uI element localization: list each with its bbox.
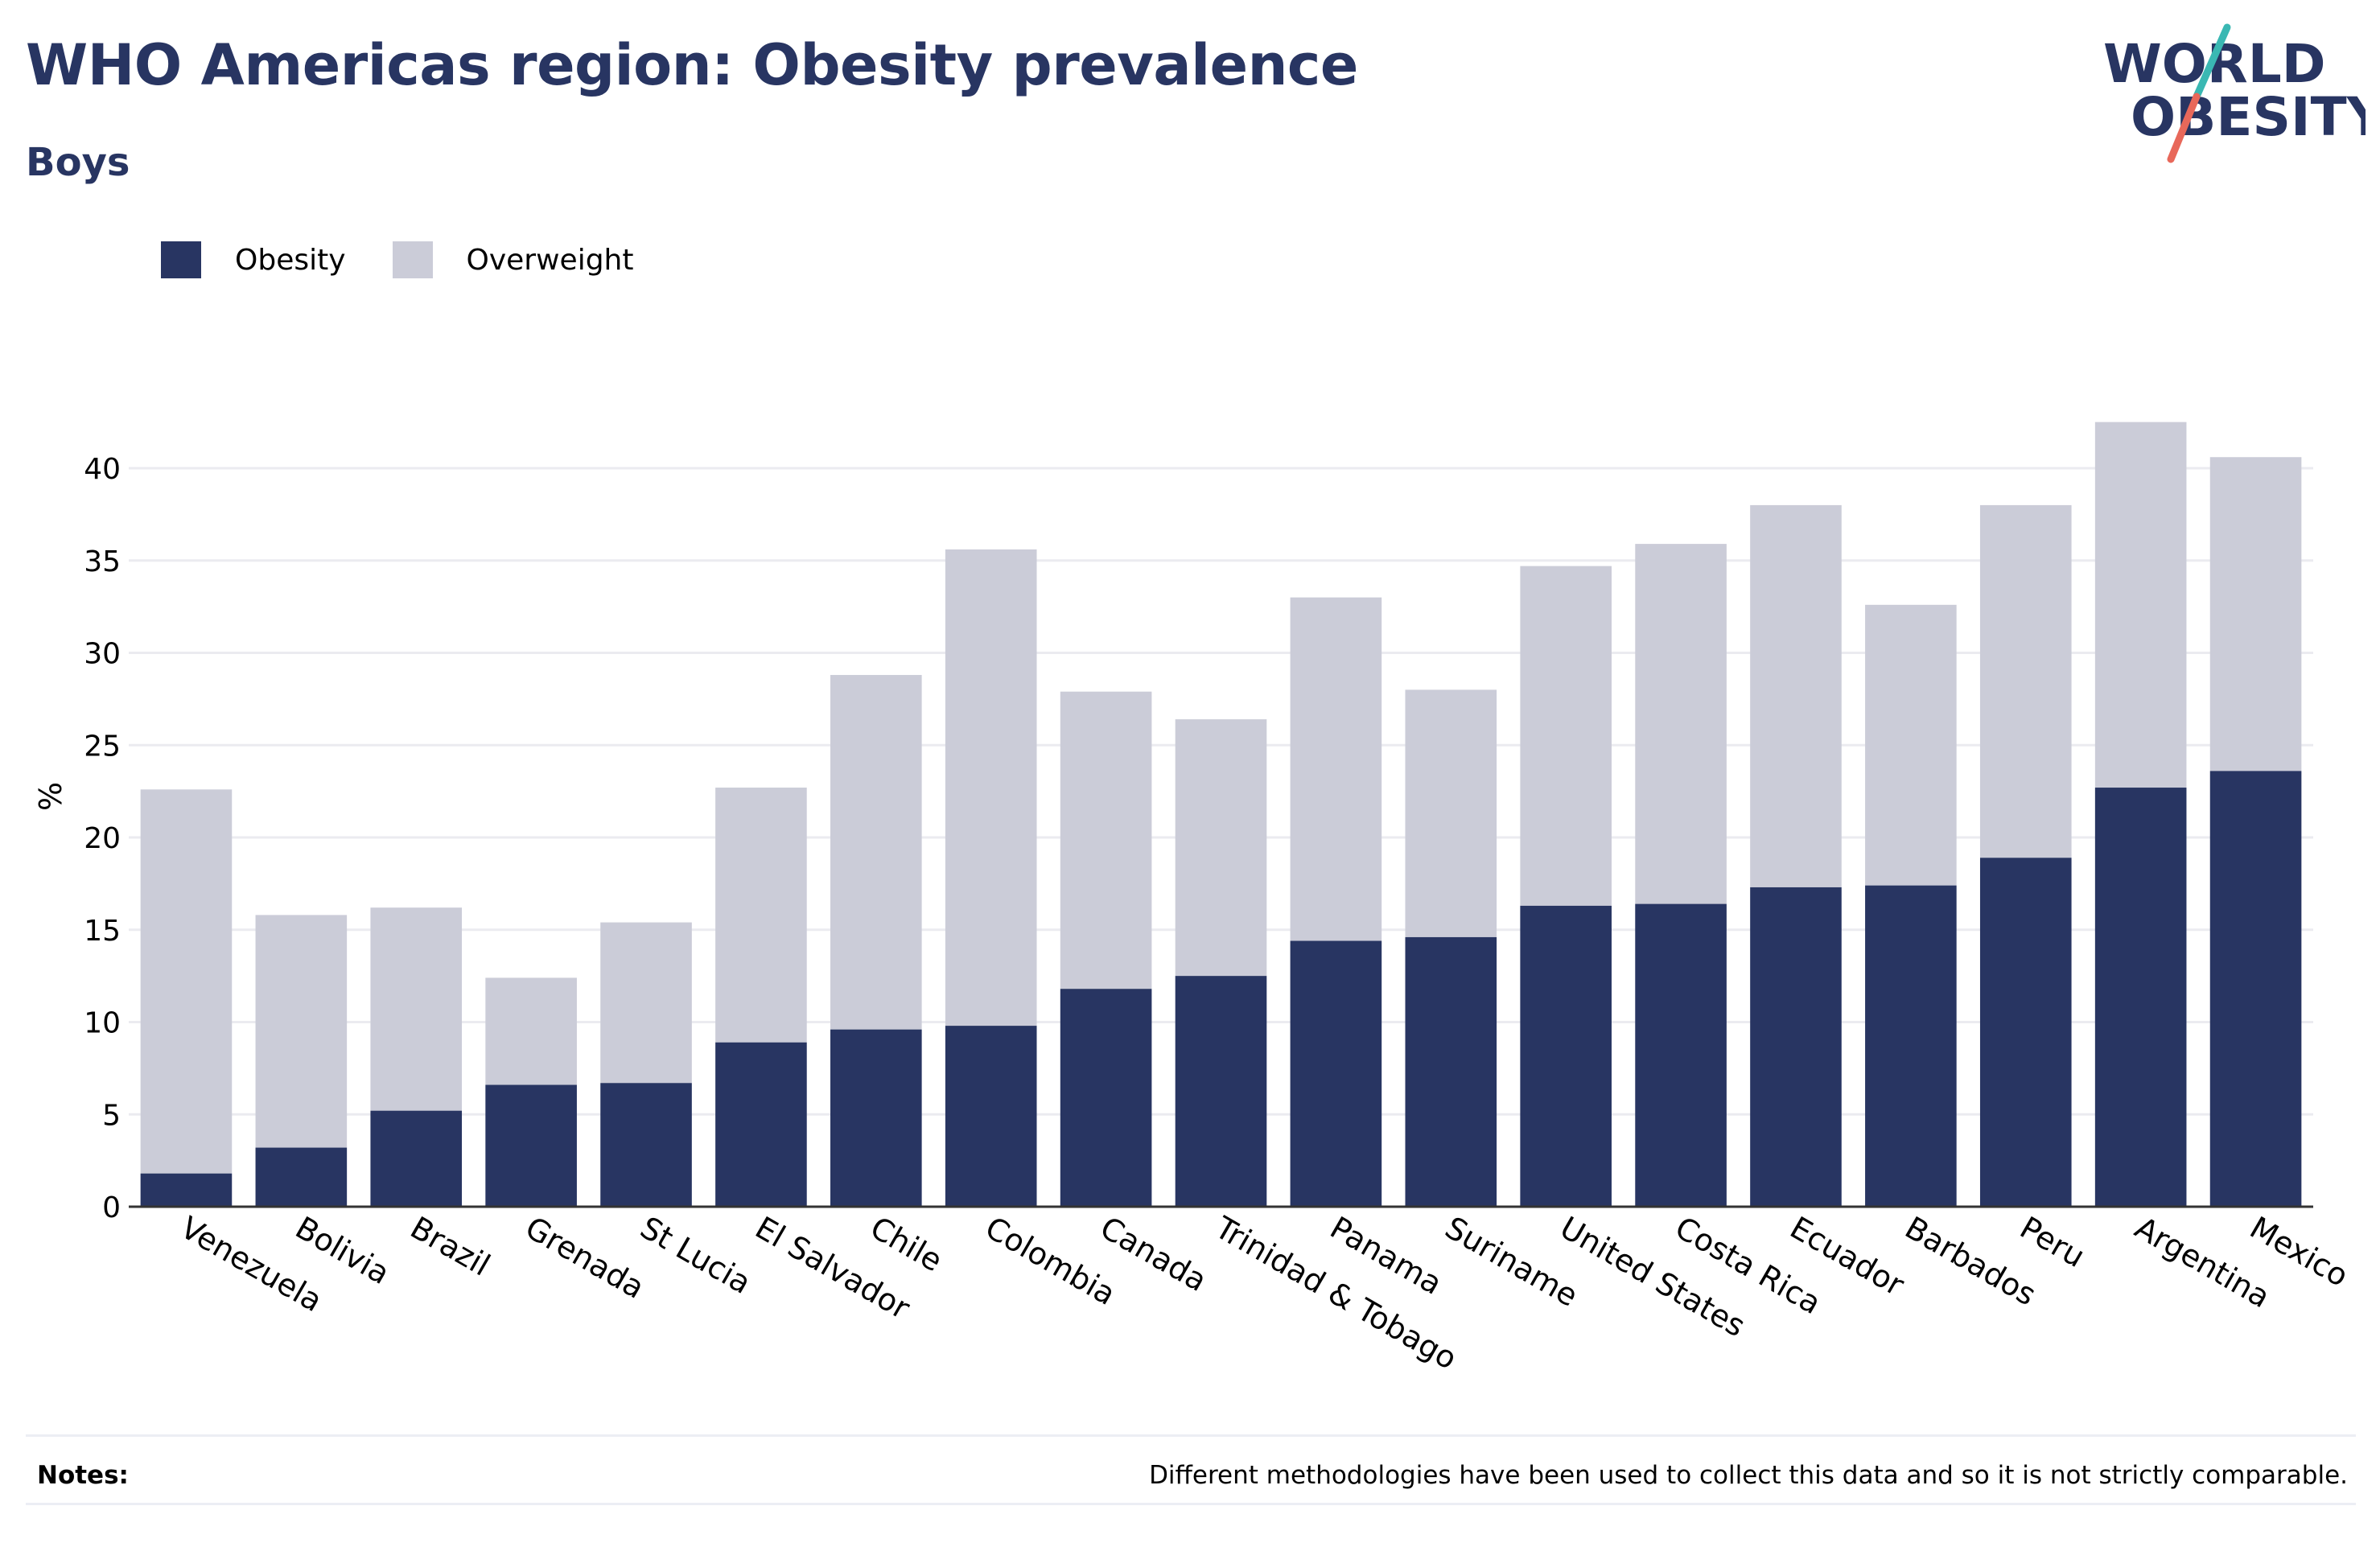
chart-subtitle: Boys xyxy=(26,140,130,185)
world-obesity-logo: WORLD OBESITY xyxy=(2103,23,2366,163)
bar-obesity xyxy=(255,1147,348,1207)
bar-overweight xyxy=(945,549,1037,1027)
bar-overweight xyxy=(2209,457,2302,771)
bar-overweight xyxy=(1290,597,1382,941)
bar-obesity xyxy=(1635,903,1727,1207)
legend-item-obesity: Obesity xyxy=(161,241,346,278)
y-tick-label: 30 xyxy=(84,638,121,671)
legend-swatch-overweight xyxy=(392,241,433,278)
logo-slash-top xyxy=(2193,23,2231,101)
x-tick-label: Chile xyxy=(864,1210,948,1279)
y-tick-label: 40 xyxy=(84,453,121,486)
bar-obesity xyxy=(485,1084,577,1207)
bar-obesity xyxy=(1290,940,1382,1207)
bar-obesity xyxy=(600,1083,692,1207)
bar-obesity xyxy=(1520,905,1612,1207)
bar-obesity xyxy=(1979,858,2072,1207)
x-tick-label: Brazil xyxy=(405,1210,496,1283)
notes-label: Notes: xyxy=(37,1461,129,1490)
legend-item-overweight: Overweight xyxy=(392,241,634,278)
legend-label-obesity: Obesity xyxy=(235,243,346,277)
x-tick-label: Peru xyxy=(2014,1210,2090,1274)
bar-obesity xyxy=(370,1110,463,1207)
chart-title: WHO Americas region: Obesity prevalence xyxy=(26,32,1358,98)
bar-obesity xyxy=(715,1042,807,1207)
x-tick-label: Barbados xyxy=(1899,1210,2042,1313)
y-tick-label: 15 xyxy=(84,915,121,948)
bar-obesity xyxy=(2094,788,2187,1207)
y-tick-label: 35 xyxy=(84,545,121,578)
notes-text: Different methodologies have been used t… xyxy=(1149,1461,2348,1490)
bar-obesity xyxy=(1750,887,1842,1207)
legend-label-overweight: Overweight xyxy=(466,243,634,277)
bar-overweight xyxy=(370,907,463,1111)
bar-obesity xyxy=(1060,989,1152,1207)
bar-overweight xyxy=(1175,719,1267,977)
x-tick-label: Grenada xyxy=(520,1210,651,1306)
bar-overweight xyxy=(830,675,922,1030)
bars-layer xyxy=(140,422,2302,1207)
x-tick-label: Colombia xyxy=(979,1210,1122,1312)
bar-overweight xyxy=(1750,504,1842,887)
bar-obesity xyxy=(2209,771,2302,1207)
bar-overweight xyxy=(1060,691,1152,990)
notes-bottom-rule xyxy=(26,1503,2356,1505)
bar-overweight xyxy=(1405,689,1497,937)
x-tick-label: St Lucia xyxy=(635,1210,757,1301)
y-tick-label: 5 xyxy=(102,1099,121,1132)
bar-overweight xyxy=(140,789,233,1174)
y-tick-labels: 0 5 10 15 20 25 30 35 40 xyxy=(84,453,121,1224)
bar-overweight xyxy=(1979,504,2072,858)
bar-obesity xyxy=(1405,936,1497,1207)
bar-overweight xyxy=(2094,422,2187,788)
bar-obesity xyxy=(945,1026,1037,1207)
legend-swatch-obesity xyxy=(161,241,201,278)
bar-overweight xyxy=(1635,544,1727,904)
bar-obesity xyxy=(830,1029,922,1207)
y-axis-label: % xyxy=(33,782,68,811)
bar-overweight xyxy=(1520,566,1612,906)
bar-overweight xyxy=(1865,604,1957,886)
bar-overweight xyxy=(255,915,348,1148)
chart-legend: Obesity Overweight xyxy=(161,240,680,280)
y-tick-label: 0 xyxy=(102,1191,121,1224)
y-tick-label: 25 xyxy=(84,730,121,763)
bar-overweight xyxy=(485,977,577,1085)
logo-slash-bottom xyxy=(2167,93,2201,163)
notes-top-rule xyxy=(26,1434,2356,1437)
bar-obesity xyxy=(1865,885,1957,1207)
bar-obesity xyxy=(140,1173,233,1207)
bar-overweight xyxy=(715,788,807,1043)
bar-overweight xyxy=(600,922,692,1084)
bar-obesity xyxy=(1175,976,1267,1207)
logo-text-obesity: OBESITY xyxy=(2131,86,2366,148)
y-tick-label: 20 xyxy=(84,822,121,855)
y-tick-label: 10 xyxy=(84,1007,121,1040)
